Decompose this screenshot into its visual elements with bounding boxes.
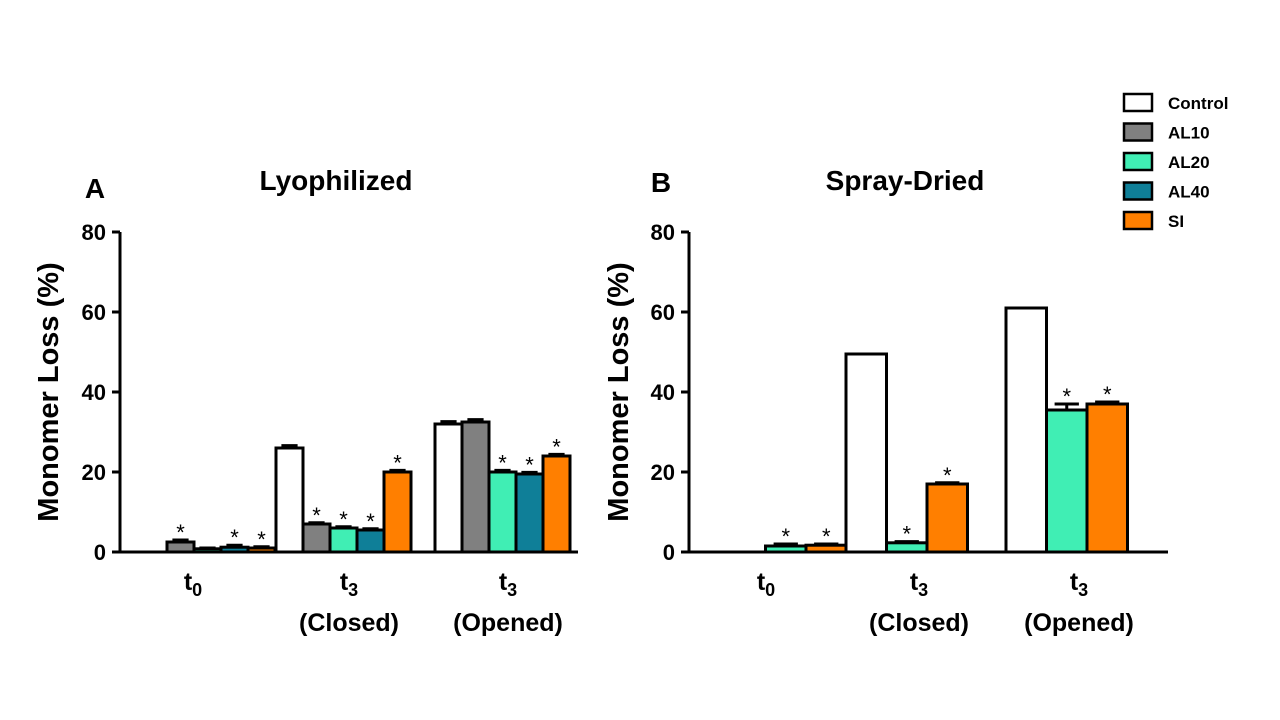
legend-label: AL40	[1168, 183, 1210, 202]
bar-al40-2	[514, 472, 545, 554]
y-tick-label: 40	[82, 380, 106, 405]
x-category-label: t3	[910, 568, 928, 600]
y-tick-label: 20	[651, 460, 675, 485]
bar-al10-1	[301, 522, 332, 554]
significance-marker: *	[339, 507, 348, 532]
bar-control-1	[274, 446, 305, 554]
x-category-label: t3	[1070, 568, 1088, 600]
significance-marker: *	[781, 524, 790, 549]
x-category-main: t	[340, 568, 349, 596]
legend-swatch-si	[1122, 210, 1154, 231]
x-category-main: t	[499, 568, 508, 596]
y-tick-label: 20	[82, 460, 106, 485]
significance-marker: *	[366, 509, 375, 534]
significance-marker: *	[552, 434, 561, 459]
significance-marker: *	[257, 527, 266, 552]
legend-swatch-al10	[1122, 122, 1154, 142]
panel-label: B	[651, 167, 671, 198]
legend-label: SI	[1168, 212, 1184, 231]
y-tick-labels: 0 20 40 60 80	[82, 220, 120, 565]
bar-si-2	[1085, 402, 1129, 554]
x-category-sub: 3	[348, 580, 358, 600]
bar-si-1	[382, 470, 413, 554]
legend-swatch-al40	[1122, 181, 1154, 201]
chart-title: Lyophilized	[260, 165, 413, 196]
y-tick-labels: 0 20 40 60 80	[651, 220, 689, 565]
bar-al20-2	[487, 470, 518, 554]
significance-marker: *	[943, 463, 952, 488]
x-category-main: t	[1070, 568, 1079, 596]
x-category-extra: (Closed)	[869, 609, 969, 637]
x-category-main: t	[910, 568, 919, 596]
x-category-label: t0	[757, 568, 775, 600]
y-tick-label: 40	[651, 380, 675, 405]
significance-marker: *	[393, 450, 402, 475]
significance-marker: *	[525, 452, 534, 477]
bar-control-1	[844, 352, 888, 554]
legend-swatch-al20	[1122, 151, 1154, 172]
x-tick-labels: t0 t3(Closed)t3(Opened)	[757, 568, 1134, 637]
legend-swatch-control	[1122, 92, 1154, 113]
y-tick-label: 60	[651, 300, 675, 325]
panel-lyophilized: A Lyophilized Monomer Loss (%) 0 20 40 60 80…	[33, 165, 578, 637]
legend-label: AL10	[1168, 124, 1210, 143]
x-tick-labels: t0 t3(Closed)t3(Opened)	[184, 568, 563, 637]
y-tick-label: 80	[651, 220, 675, 245]
bar-control-2	[433, 422, 464, 554]
y-tick-label: 0	[663, 540, 675, 565]
x-category-extra: (Opened)	[453, 609, 563, 637]
significance-marker: *	[822, 524, 831, 549]
bar-control-2	[1004, 306, 1048, 554]
bar-si-2	[541, 454, 572, 554]
x-category-label: t0	[184, 568, 202, 600]
y-tick-label: 60	[82, 300, 106, 325]
x-category-main: t	[184, 568, 193, 596]
x-category-main: t	[757, 568, 766, 596]
chart-title: Spray-Dried	[826, 165, 985, 196]
x-category-sub: 0	[765, 580, 775, 600]
legend-label: Control	[1168, 94, 1228, 113]
bar-si-1	[925, 482, 969, 554]
x-category-extra: (Opened)	[1024, 609, 1134, 637]
panel-spray-dried: B Spray-Dried Monomer Loss (%) 0 20 40 60 80…	[603, 165, 1168, 637]
x-category-sub: 3	[1078, 580, 1088, 600]
significance-marker: *	[1103, 382, 1112, 407]
significance-marker: *	[230, 525, 239, 550]
x-category-sub: 3	[918, 580, 928, 600]
y-axis-label: Monomer Loss (%)	[33, 262, 65, 521]
legend-label: AL20	[1168, 153, 1210, 172]
significance-marker: *	[312, 503, 321, 528]
significance-marker: *	[498, 450, 507, 475]
significance-marker: *	[1062, 384, 1071, 409]
x-category-label: t3	[340, 568, 358, 600]
panel-label: A	[85, 173, 105, 204]
y-tick-label: 0	[94, 540, 106, 565]
legend: Control AL10 AL20 AL40 SI	[1122, 92, 1228, 231]
significance-marker: *	[176, 520, 185, 545]
significance-marker: *	[902, 522, 911, 547]
y-axis-label: Monomer Loss (%)	[603, 262, 635, 521]
bar-al20-2	[1045, 408, 1089, 554]
x-category-extra: (Closed)	[299, 609, 399, 637]
x-category-label: t3	[499, 568, 517, 600]
bar-series: * * * * * * * * * *	[165, 418, 572, 554]
y-tick-label: 80	[82, 220, 106, 245]
x-category-sub: 3	[507, 580, 517, 600]
bar-series: * * * * * *	[764, 306, 1129, 554]
bar-al10-2	[460, 420, 491, 554]
x-category-sub: 0	[192, 580, 202, 600]
